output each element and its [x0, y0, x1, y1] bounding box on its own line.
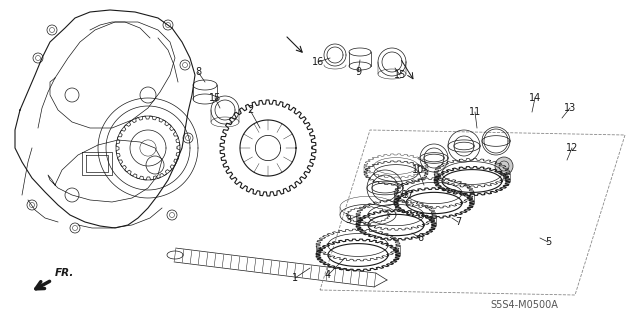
- Text: 15: 15: [209, 93, 221, 103]
- Circle shape: [495, 157, 513, 175]
- Text: 12: 12: [566, 143, 578, 153]
- Text: S5S4-M0500A: S5S4-M0500A: [490, 300, 558, 310]
- Text: 8: 8: [195, 67, 201, 77]
- Text: 2: 2: [247, 105, 253, 115]
- Text: 7: 7: [455, 217, 461, 227]
- Text: 10: 10: [412, 165, 424, 175]
- Text: 11: 11: [469, 107, 481, 117]
- Text: 15: 15: [394, 70, 406, 80]
- Text: 6: 6: [417, 233, 423, 243]
- Text: FR.: FR.: [55, 268, 74, 278]
- Text: 16: 16: [312, 57, 324, 67]
- Text: 9: 9: [355, 67, 361, 77]
- Text: 5: 5: [545, 237, 551, 247]
- Text: 17: 17: [402, 190, 414, 200]
- Text: 1: 1: [292, 273, 298, 283]
- Text: 14: 14: [529, 93, 541, 103]
- Text: 4: 4: [325, 270, 331, 280]
- Text: 13: 13: [564, 103, 576, 113]
- Text: 3: 3: [345, 215, 351, 225]
